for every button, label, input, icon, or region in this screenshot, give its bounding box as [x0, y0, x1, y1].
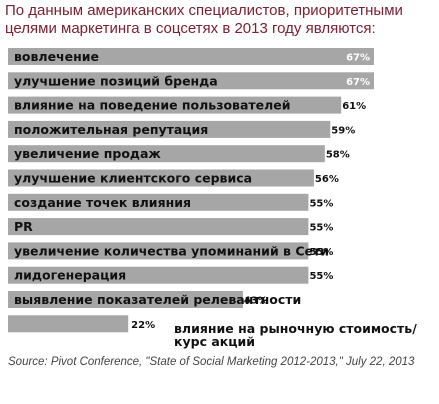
chart-title: По данным американских специалистов, при…	[5, 2, 403, 37]
value-label: 22%	[131, 320, 155, 331]
bar	[8, 120, 331, 138]
category-label: выявление показателей релевантности	[14, 292, 301, 307]
category-label: вовлечение	[14, 49, 99, 64]
bar	[8, 315, 129, 333]
value-label: 67%	[346, 77, 370, 88]
category-label: увеличение количества упоминаний в Сети	[14, 243, 329, 258]
category-label: лидогенерация	[14, 268, 126, 283]
value-label: 59%	[331, 125, 355, 136]
bar	[8, 193, 309, 211]
value-label: 55%	[309, 271, 333, 282]
category-label: PR	[14, 219, 33, 234]
value-label: 55%	[309, 198, 333, 209]
last-bar-category-line-2: курс акций	[174, 334, 256, 349]
bar	[8, 96, 342, 114]
category-label: улучшение позиций бренда	[14, 73, 218, 88]
bar	[8, 266, 309, 284]
value-label: 56%	[315, 174, 339, 185]
source-note: Source: Pivot Conference, "State of Soci…	[8, 356, 415, 368]
value-label: 43%	[244, 296, 268, 307]
value-label: 55%	[309, 223, 333, 234]
value-label: 61%	[342, 101, 366, 112]
bar	[8, 242, 309, 260]
category-label: увеличение продаж	[14, 146, 161, 161]
value-label: 67%	[346, 53, 370, 64]
last-bar-category-line-1: влияние на рыночную стоимость/	[174, 321, 417, 336]
category-label: создание точек влияния	[14, 195, 191, 210]
value-label: 58%	[326, 150, 350, 161]
bar	[8, 218, 309, 236]
bar	[8, 145, 325, 163]
category-label: положительная репутация	[14, 122, 208, 137]
value-label: 55%	[309, 247, 333, 258]
last-bar-category-label: влияние на рыночную стоимость/ курс акци…	[174, 322, 417, 348]
bar	[8, 291, 243, 308]
bar	[8, 72, 374, 90]
category-label: улучшение клиентского сервиса	[14, 171, 252, 186]
bar	[8, 169, 314, 187]
bar	[8, 48, 374, 65]
category-label: влияние на поведение пользователей	[14, 98, 291, 113]
